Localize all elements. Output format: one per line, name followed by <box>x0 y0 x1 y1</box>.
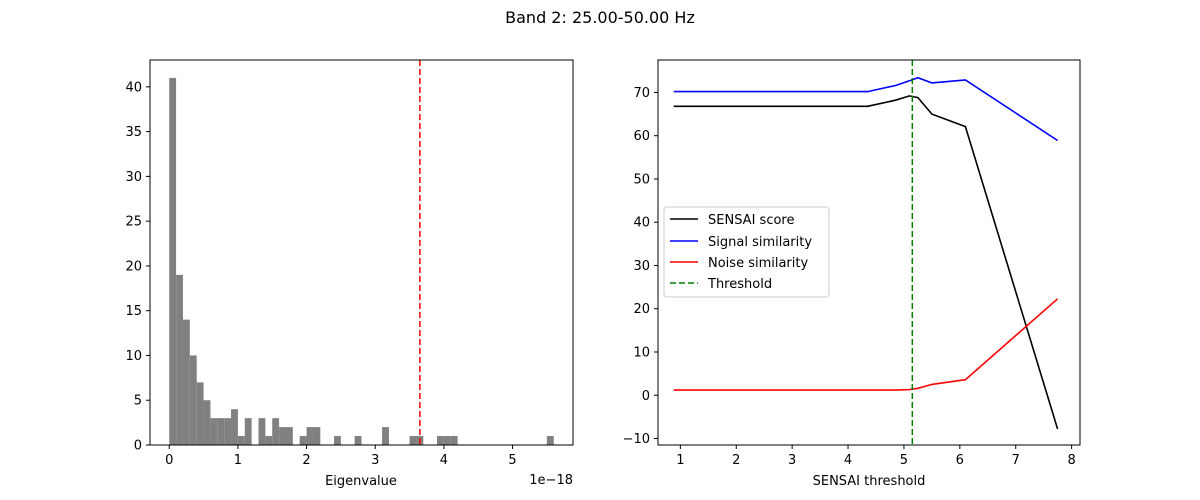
x-tick-label: 4 <box>844 453 852 468</box>
figure-title: Band 2: 25.00-50.00 Hz <box>505 8 695 27</box>
histogram-bar <box>450 436 458 445</box>
histogram-x-label: Eigenvalue <box>325 474 397 489</box>
histogram-bar <box>272 418 280 445</box>
histogram-bar <box>196 382 204 445</box>
histogram-bar <box>546 436 554 445</box>
y-tick-label: 60 <box>633 129 650 144</box>
x-tick-label: 0 <box>165 453 173 468</box>
histogram-bar <box>217 418 225 445</box>
y-tick-label: 5 <box>134 394 142 409</box>
x-tick-label: 1 <box>234 453 242 468</box>
x-tick-label: 1 <box>676 453 684 468</box>
histogram-bar <box>409 436 417 445</box>
histogram-bar <box>306 427 314 445</box>
histogram-bar <box>285 427 293 445</box>
histogram-x-ticks: 0 1 2 3 4 5 <box>165 445 517 468</box>
histogram-bar <box>299 436 307 445</box>
histogram-panel: 0 1 2 3 4 5 0 5 10 15 20 25 30 35 40 Eigenvalue 1e−18 <box>125 59 574 489</box>
y-tick-label: 0 <box>642 389 650 404</box>
histogram-frame <box>149 59 574 446</box>
histogram-bar <box>182 319 190 445</box>
line-series-group <box>673 76 1059 430</box>
line-y-ticks: −10 0 10 20 30 40 50 60 70 <box>623 86 658 447</box>
histogram-bar <box>237 436 245 445</box>
series-line-signal-similarity <box>673 76 1059 142</box>
histogram-bar <box>231 409 238 445</box>
histogram-bar <box>279 427 286 445</box>
y-tick-label: 20 <box>125 259 142 274</box>
y-tick-label: 70 <box>633 86 650 101</box>
y-tick-label: 15 <box>125 304 142 319</box>
series-line-noise-similarity <box>673 298 1059 391</box>
y-tick-label: 40 <box>633 216 650 231</box>
histogram-bars <box>169 77 554 445</box>
line-x-ticks: 1 2 3 4 5 6 7 8 <box>676 445 1076 468</box>
histogram-bar <box>210 418 218 445</box>
histogram-bar <box>169 77 177 445</box>
x-tick-label: 8 <box>1067 453 1075 468</box>
x-tick-label: 5 <box>508 453 516 468</box>
x-tick-label: 3 <box>371 453 379 468</box>
histogram-bar <box>176 274 183 445</box>
y-tick-label: 10 <box>633 345 650 360</box>
y-tick-label: 0 <box>134 439 142 454</box>
line-frame <box>657 59 1081 446</box>
x-tick-label: 7 <box>1012 453 1020 468</box>
x-tick-label: 2 <box>302 453 310 468</box>
legend-label-threshold: Threshold <box>707 277 772 292</box>
x-tick-label: 2 <box>732 453 740 468</box>
histogram-bar <box>313 427 321 445</box>
line-x-label: SENSAI threshold <box>813 474 926 489</box>
y-tick-label: 30 <box>125 170 142 185</box>
legend: SENSAI score Signal similarity Noise sim… <box>663 206 830 298</box>
histogram-bar <box>258 418 266 445</box>
x-tick-label: 5 <box>900 453 908 468</box>
histogram-bar <box>224 418 232 445</box>
y-tick-label: −10 <box>623 432 650 447</box>
y-tick-label: 10 <box>125 349 142 364</box>
legend-label-signal-similarity: Signal similarity <box>708 235 812 250</box>
histogram-offset-text: 1e−18 <box>529 473 573 488</box>
legend-box <box>663 206 830 298</box>
histogram-bar <box>354 436 362 445</box>
histogram-bar <box>334 436 341 445</box>
legend-label-noise-similarity: Noise similarity <box>708 256 808 271</box>
series-line-sensai-score <box>673 95 1059 430</box>
y-tick-label: 30 <box>633 259 650 274</box>
y-tick-label: 40 <box>125 80 142 95</box>
histogram-bar <box>443 436 451 445</box>
histogram-bar <box>382 427 389 445</box>
x-tick-label: 3 <box>788 453 796 468</box>
histogram-bar <box>244 418 252 445</box>
histogram-bar <box>189 355 197 445</box>
histogram-y-ticks: 0 5 10 15 20 25 30 35 40 <box>125 80 150 454</box>
histogram-bar <box>265 436 273 445</box>
histogram-bar <box>203 400 211 445</box>
line-panel: 1 2 3 4 5 6 7 8 −10 0 10 20 30 40 50 60 70 SENSAI thres… <box>623 59 1081 489</box>
y-tick-label: 25 <box>125 215 142 230</box>
y-tick-label: 50 <box>633 172 650 187</box>
legend-label-sensai-score: SENSAI score <box>708 213 794 228</box>
histogram-bar <box>437 436 444 445</box>
y-tick-label: 20 <box>633 302 650 317</box>
x-tick-label: 4 <box>440 453 448 468</box>
y-tick-label: 35 <box>125 125 142 140</box>
x-tick-label: 6 <box>956 453 964 468</box>
